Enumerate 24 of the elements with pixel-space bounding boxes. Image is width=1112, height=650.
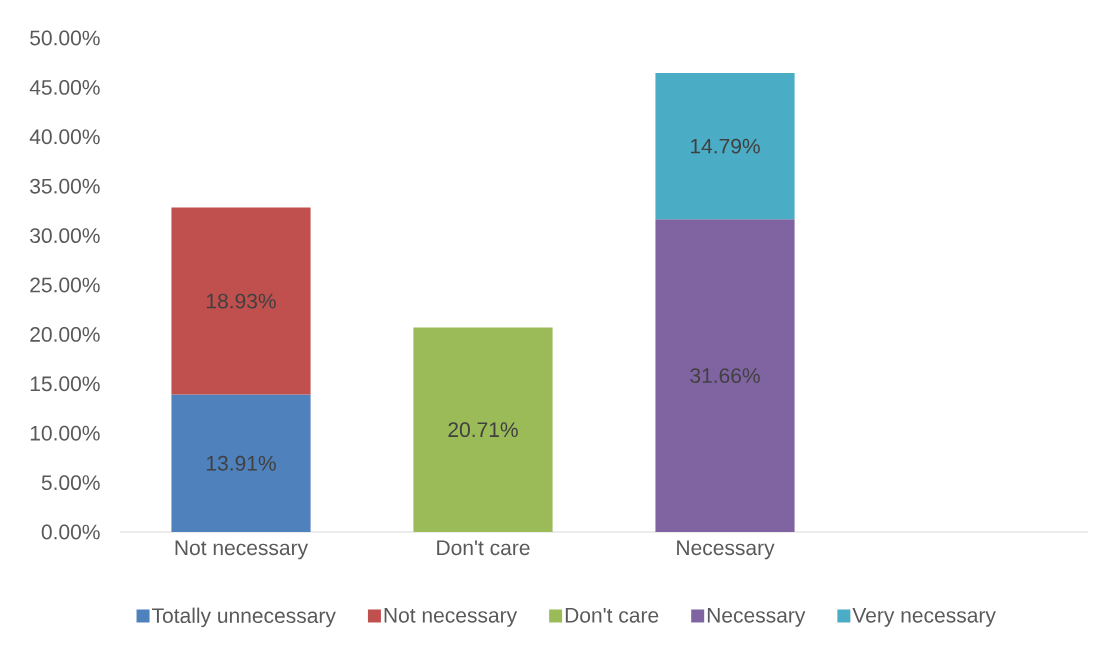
x-tick-label: Not necessary (175, 540, 309, 560)
y-tick-label: 5.00% (41, 475, 100, 491)
legend-label: Very necessary (852, 608, 996, 627)
y-tick-label: 15.00% (30, 376, 100, 392)
data-label: 13.91% (206, 455, 276, 471)
x-tick-label: Don't care (437, 540, 530, 556)
data-label: 31.66% (690, 368, 760, 384)
legend-label: Don't care (565, 608, 659, 623)
y-tick-label: 20.00% (30, 326, 100, 342)
legend-label: Necessary (707, 608, 806, 627)
data-label: 20.71% (448, 422, 518, 438)
x-tick-label: Necessary (677, 540, 775, 560)
y-tick-label: 30.00% (30, 228, 100, 244)
y-tick-label: 25.00% (30, 277, 100, 293)
y-tick-label: 45.00% (29, 79, 100, 95)
y-tick-label: 35.00% (30, 178, 100, 194)
legend-label: Not necessary (384, 608, 518, 627)
y-tick-label: 10.00% (30, 425, 100, 441)
data-label: 18.93% (206, 293, 276, 309)
y-tick-label: 0.00% (41, 524, 100, 540)
data-label: 14.79% (690, 138, 760, 154)
y-tick-label: 50.00% (30, 30, 100, 46)
y-tick-label: 40.00% (29, 129, 100, 145)
legend-label: Totally unnecessary (151, 607, 336, 628)
